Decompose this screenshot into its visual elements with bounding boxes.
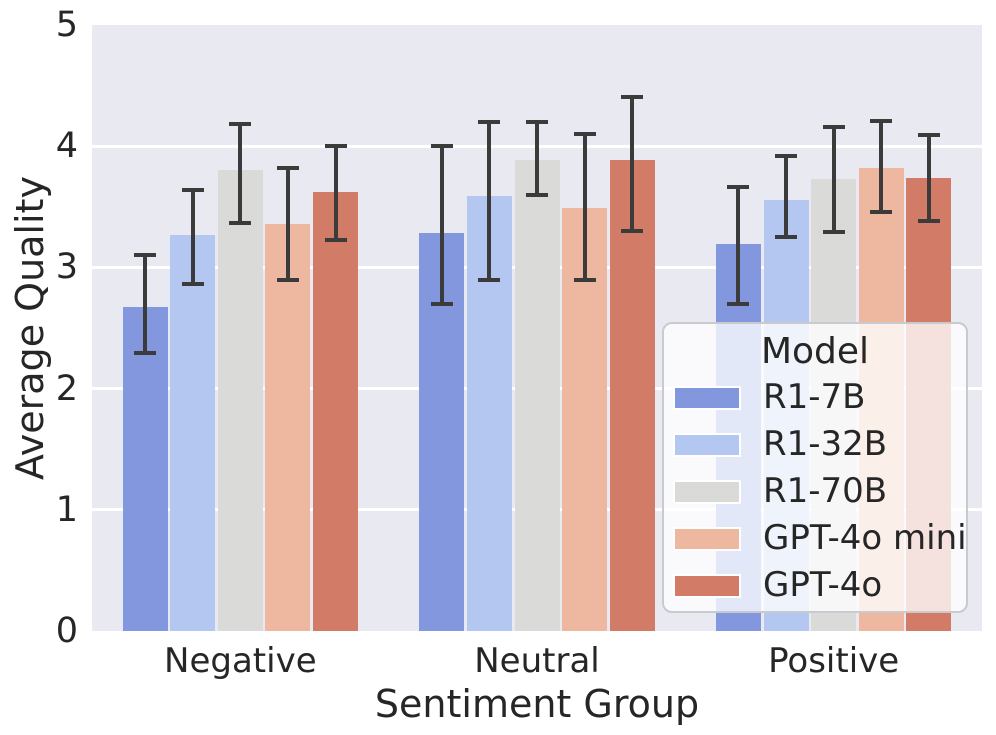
errorbar-cap-bottom (478, 277, 501, 282)
errorbar-cap-top (822, 124, 845, 129)
errorbar-cap-bottom (276, 277, 299, 282)
errorbar (926, 135, 931, 222)
errorbar (190, 189, 195, 285)
errorbar-cap-top (324, 144, 347, 149)
legend-swatch (673, 479, 741, 504)
errorbar-cap-top (181, 187, 204, 192)
legend-label: R1-70B (763, 471, 888, 511)
bar-negative-gpt-4o (313, 192, 359, 631)
bar-neutral-r1-70b (514, 159, 560, 631)
errorbar (630, 96, 635, 232)
legend-item-gpt-4o: GPT-4o (664, 562, 966, 609)
errorbar-cap-top (276, 166, 299, 171)
legend-label: GPT-4o mini (763, 518, 967, 558)
errorbar-cap-bottom (775, 235, 798, 240)
y-tick-5: 5 (55, 5, 78, 45)
errorbar-cap-top (917, 133, 940, 138)
x-axis-label: Sentiment Group (374, 682, 700, 726)
legend-swatch (673, 432, 741, 457)
errorbar (143, 255, 148, 354)
legend-item-r1-32b: R1-32B (664, 421, 966, 468)
errorbar-cap-bottom (621, 229, 644, 234)
y-tick-4: 4 (55, 126, 78, 167)
legend-swatch (673, 385, 741, 410)
y-tick-3: 3 (55, 247, 78, 288)
errorbar-cap-top (727, 185, 750, 190)
errorbar-cap-bottom (573, 277, 596, 282)
errorbar-cap-bottom (430, 301, 453, 306)
legend-items: R1-7B R1-32B R1-70B GPT-4o mini GPT-4o (664, 374, 967, 609)
errorbar (439, 146, 444, 304)
y-tick-2: 2 (55, 368, 78, 409)
x-tick-negative: Negative (164, 641, 317, 681)
errorbar (285, 168, 290, 280)
errorbar-cap-top (229, 122, 252, 127)
bar-negative-r1-70b (217, 170, 263, 631)
legend-label: R1-7B (763, 377, 866, 417)
errorbar (736, 187, 741, 304)
errorbar-cap-bottom (870, 209, 893, 214)
legend-label: GPT-4o (763, 565, 883, 605)
legend-swatch (673, 526, 741, 551)
x-tick-positive: Positive (768, 641, 900, 681)
errorbar-cap-top (870, 118, 893, 123)
bar-neutral-gpt-4o (609, 159, 655, 631)
y-tick-0: 0 (55, 611, 78, 651)
errorbar (784, 155, 789, 238)
errorbar-cap-bottom (917, 219, 940, 224)
errorbar-cap-top (573, 132, 596, 137)
errorbar-cap-bottom (727, 301, 750, 306)
errorbar-cap-top (430, 144, 453, 149)
y-axis-label: Average Quality (8, 176, 52, 480)
errorbar-cap-bottom (181, 282, 204, 287)
errorbar-cap-top (526, 119, 548, 124)
errorbar (831, 126, 836, 233)
errorbar-cap-top (134, 253, 157, 258)
errorbar (487, 121, 492, 280)
errorbar-cap-top (775, 153, 798, 158)
legend-title: Model (760, 331, 870, 372)
errorbar-cap-bottom (229, 220, 252, 225)
x-tick-neutral: Neutral (474, 641, 600, 681)
legend-swatch (673, 573, 741, 598)
errorbar-cap-bottom (526, 192, 548, 197)
errorbar (582, 134, 587, 280)
legend-item-r1-7b: R1-7B (664, 374, 966, 421)
legend-item-gpt-4o-mini: GPT-4o mini (664, 515, 967, 562)
errorbar (535, 121, 539, 195)
errorbar-cap-top (478, 119, 501, 124)
errorbar-cap-bottom (134, 351, 157, 356)
bar-negative-gpt-4o-mini (265, 223, 311, 631)
errorbar-cap-top (621, 94, 644, 99)
errorbar (238, 124, 243, 223)
legend-item-r1-70b: R1-70B (664, 468, 966, 515)
errorbar-cap-bottom (324, 237, 347, 242)
bar-negative-r1-7b (122, 307, 168, 631)
errorbar-cap-bottom (822, 230, 845, 235)
errorbar (333, 146, 338, 240)
y-tick-1: 1 (55, 489, 78, 530)
legend: Model R1-7B R1-32B R1-70B GPT-4o mini GPT-4o (662, 322, 968, 613)
errorbar (879, 120, 884, 212)
bar-negative-r1-32b (170, 234, 216, 631)
legend-label: R1-32B (763, 424, 888, 464)
